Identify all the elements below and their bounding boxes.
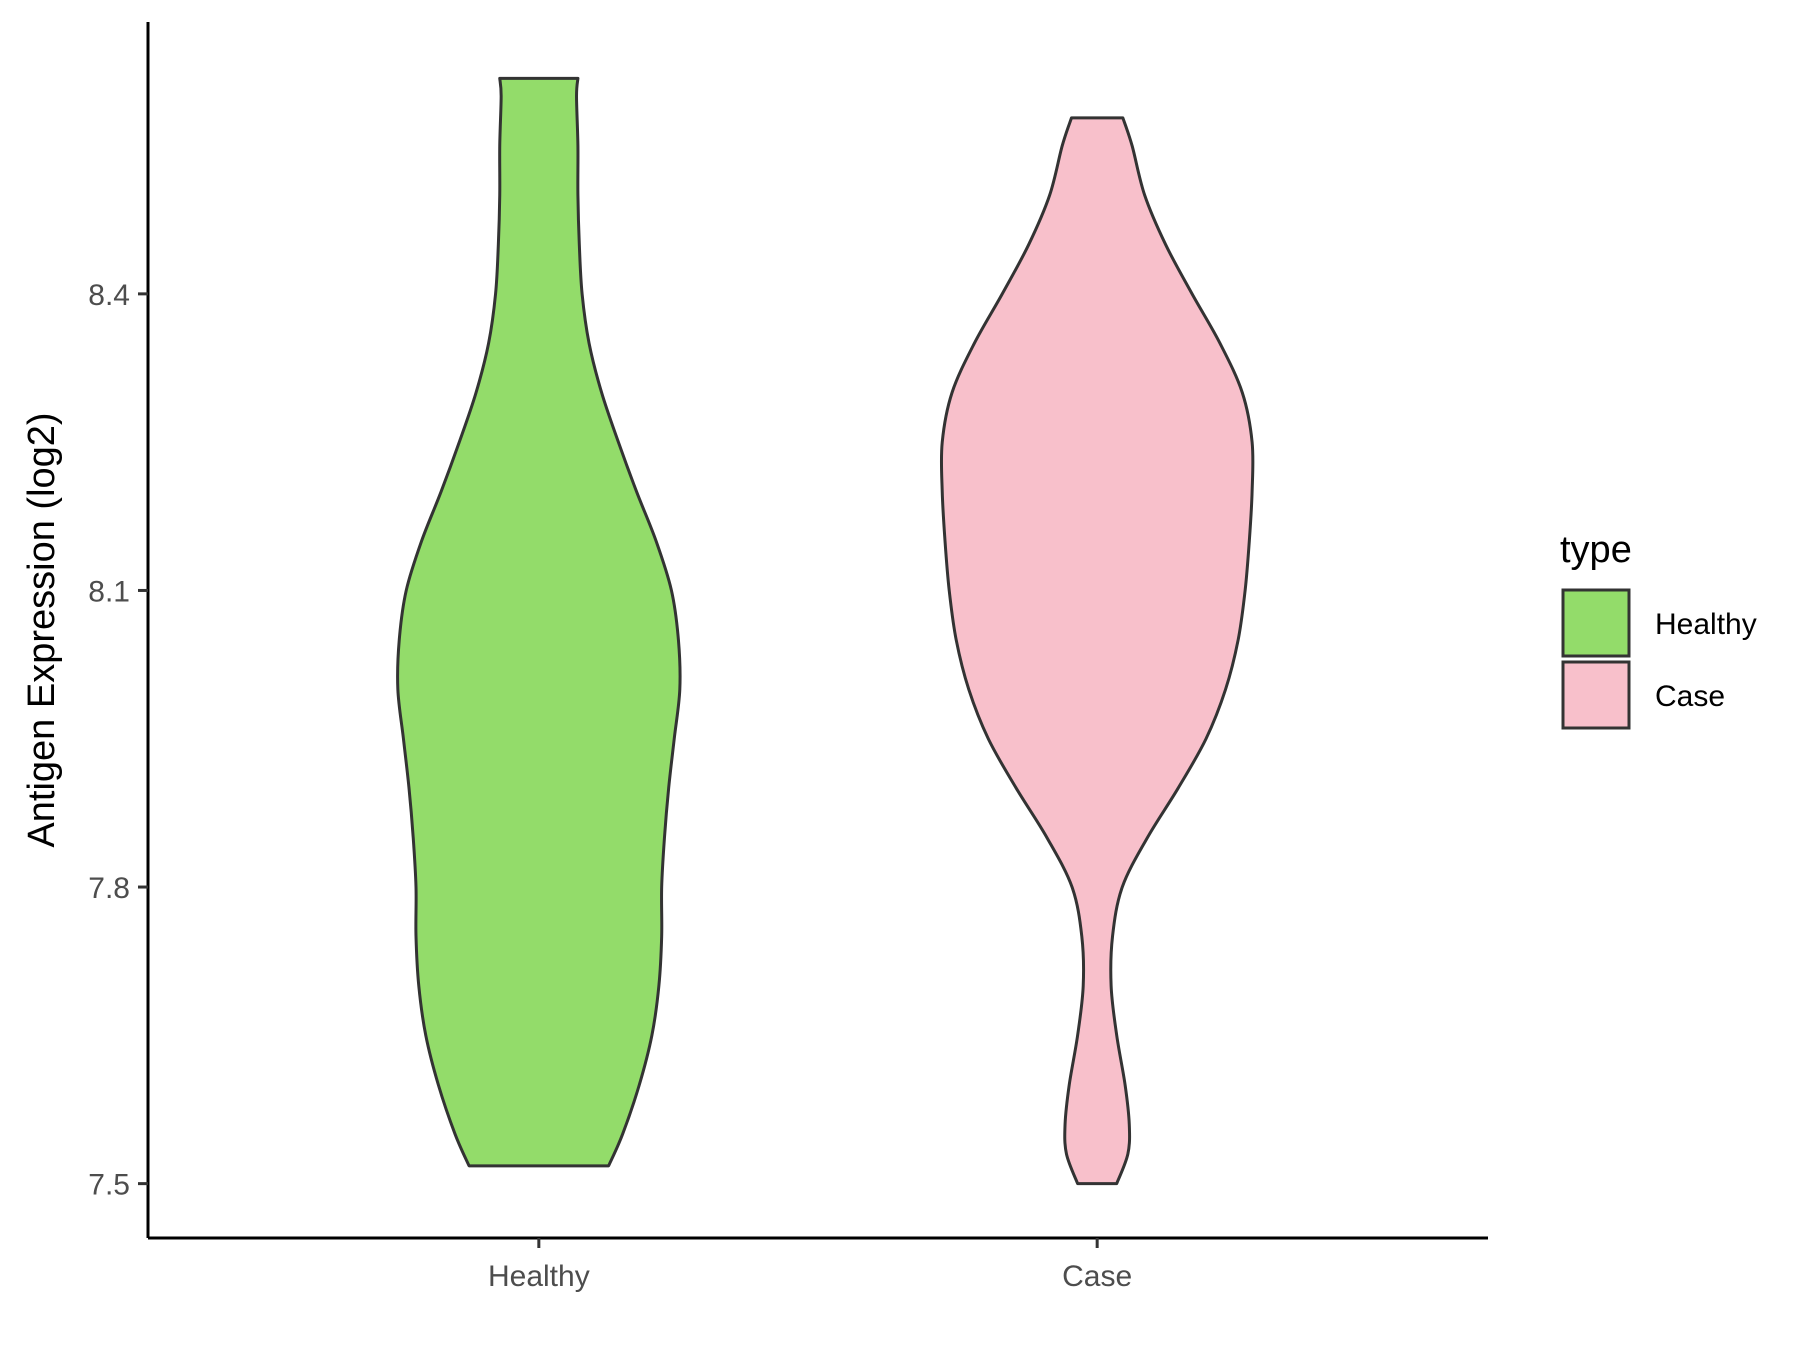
legend-key-case xyxy=(1561,660,1631,730)
axes: 7.5 7.8 8.1 8.4 Healthy Case xyxy=(88,22,1488,1293)
legend-label-healthy: Healthy xyxy=(1655,608,1757,641)
y-axis-title: Antigen Expression (log2) xyxy=(21,412,63,847)
y-tick-label: 8.4 xyxy=(88,279,130,312)
y-tick-label: 8.1 xyxy=(88,575,130,608)
plot-area xyxy=(396,76,1255,1186)
legend-label-case: Case xyxy=(1655,680,1725,713)
legend-title: type xyxy=(1560,529,1632,571)
violin-healthy xyxy=(396,76,682,1168)
x-tick-label: Healthy xyxy=(488,1260,590,1293)
legend-key-healthy xyxy=(1561,588,1631,658)
y-tick-label: 7.8 xyxy=(88,872,130,905)
y-tick-label: 7.5 xyxy=(88,1169,130,1202)
violin-case xyxy=(939,116,1255,1186)
legend: type Healthy Case xyxy=(1560,529,1757,730)
x-tick-label: Case xyxy=(1062,1260,1132,1293)
